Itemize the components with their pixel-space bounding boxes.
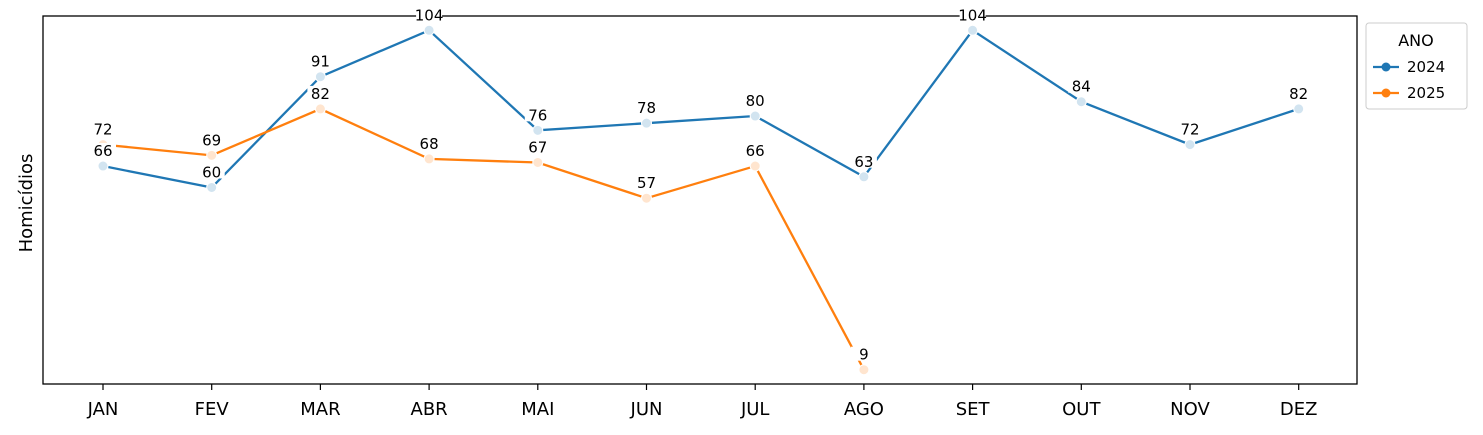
data-label-2025: 69 [202,131,221,149]
legend-marker-2024 [1381,62,1391,72]
data-label-bg [524,107,551,122]
data-label-2025: 67 [528,138,547,156]
data-label-bg [307,53,334,68]
x-tick-label: MAR [300,399,340,420]
data-label-2024: 60 [202,163,221,181]
data-label-2025: 72 [93,121,112,139]
data-point-2025 [314,103,326,115]
data-point-2025 [749,160,761,172]
data-label-bg [90,143,116,158]
x-axis: JAN FEV MAR ABR MAI JUN JUL AGO SET OUT NOV DEZ [87,384,1318,420]
data-label-2024: 78 [637,99,656,117]
data-point-2024 [314,71,326,83]
data-label-bg [742,93,769,108]
data-label-bg [850,153,877,168]
data-label-bg [633,175,660,190]
data-point-2024 [97,160,109,172]
series-line-2025 [102,107,865,371]
x-tick-label: SET [956,399,991,420]
data-label-bg [307,85,334,100]
legend-title: ANO [1398,31,1434,50]
y-axis-label: Homicídios [16,154,37,253]
data-label-2025: 66 [746,142,765,160]
x-tick-label: ABR [411,399,448,420]
data-point-2025 [532,156,544,168]
data-label-2025: 57 [637,174,656,192]
legend-label-2025: 2025 [1407,84,1445,102]
data-label-bg [1285,85,1312,100]
legend: ANO 2024 2025 [1365,22,1468,110]
data-label-2024: 104 [958,6,987,24]
data-point-2024 [641,117,652,129]
data-point-2024 [532,124,544,136]
x-tick-label: JAN [87,399,119,420]
data-label-2025: 82 [311,85,330,103]
data-point-2025 [423,153,435,165]
data-label-bg [633,100,660,115]
data-label-2024: 84 [1072,78,1091,96]
data-label-bg [90,121,116,136]
data-point-2024 [206,181,218,193]
data-label-bg [524,139,551,154]
data-label-2024: 76 [528,106,547,124]
x-tick-label: NOV [1170,399,1210,420]
x-tick-label: DEZ [1280,399,1318,420]
x-tick-label: FEV [195,399,230,420]
data-labels: 66 60 91 104 76 78 80 63 104 84 72 82 72 69 82 68 67 57 66… [90,6,1312,364]
data-label-bg [198,132,225,147]
x-tick-label: JUN [630,399,663,420]
data-label-2025: 68 [420,135,439,153]
legend-marker-2025 [1381,88,1391,98]
data-point-2024 [749,110,761,122]
legend-box [1365,22,1468,110]
series-line-2024 [102,28,1300,189]
series-layer [97,24,1305,376]
plot-frame [42,15,1358,385]
data-point-2025 [858,364,870,376]
data-label-2024: 91 [311,53,330,71]
data-label-bg [198,164,225,179]
x-tick-label: JUL [740,399,770,420]
data-label-bg [416,135,443,150]
data-label-2024: 104 [415,6,444,24]
data-label-bg [742,143,769,158]
data-point-2025 [206,149,218,161]
data-point-2024 [967,24,979,36]
data-label-2024: 72 [1180,121,1199,139]
x-tick-label: MAI [521,399,554,420]
data-label-2024: 80 [746,92,765,110]
data-label-bg [959,7,986,22]
data-label-2024: 63 [854,153,873,171]
data-point-2024 [858,171,870,183]
data-point-2024 [1293,103,1305,115]
data-label-2024: 66 [93,142,112,160]
data-point-2025 [641,192,652,204]
data-label-bg [850,346,877,361]
data-point-2024 [423,24,435,36]
data-label-bg [1068,78,1095,93]
data-label-2024: 82 [1289,85,1308,103]
data-point-2024 [1184,139,1196,151]
data-label-2025: 9 [859,346,869,364]
data-label-bg [416,7,443,22]
legend-label-2024: 2024 [1407,58,1445,76]
data-point-2024 [1075,96,1087,108]
x-tick-label: OUT [1062,399,1101,420]
x-tick-label: AGO [844,399,884,420]
data-label-bg [1177,121,1203,136]
